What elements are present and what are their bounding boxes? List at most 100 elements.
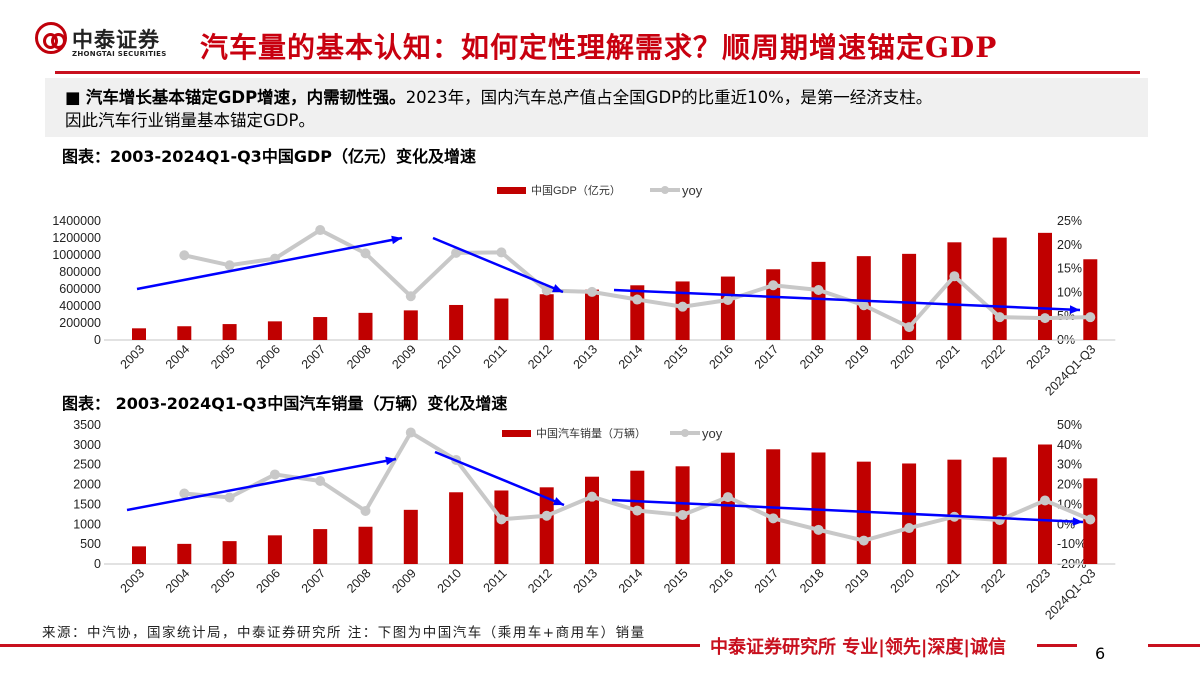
bar (222, 324, 237, 340)
yoy-point (496, 514, 507, 525)
yoy-point (722, 295, 733, 306)
yoy-point (632, 294, 643, 305)
yoy-point (949, 271, 960, 282)
legend-bar-swatch (497, 187, 526, 194)
trend-arrow (136, 236, 403, 291)
legend-line-marker (681, 429, 689, 437)
y-left-tick-label: 800000 (59, 265, 101, 279)
legend-bar-swatch (502, 430, 531, 437)
title-divider (55, 71, 1140, 74)
yoy-point (1085, 312, 1096, 323)
yoy-point (1085, 514, 1096, 525)
yoy-point (994, 515, 1005, 526)
summary-box: ■ 汽车增长基本锚定GDP增速，内需韧性强。2023年，国内汽车总产值占全国GD… (45, 78, 1148, 137)
trend-arrowhead-icon (391, 235, 402, 245)
yoy-point (813, 524, 824, 535)
y-left-tick-label: 1000 (73, 517, 101, 531)
bar (132, 546, 146, 564)
x-tick-label: 2012 (525, 566, 555, 596)
x-tick-label: 2022 (978, 566, 1008, 596)
yoy-point (722, 492, 733, 503)
x-tick-label: 2006 (253, 566, 283, 596)
bar (902, 253, 917, 340)
y-left-tick-label: 3500 (73, 418, 101, 432)
x-tick-label: 2009 (389, 566, 419, 596)
bar (539, 294, 554, 340)
yoy-point (858, 535, 869, 546)
yoy-point (632, 505, 643, 516)
x-tick-label: 2018 (797, 566, 827, 596)
x-tick-label: 2010 (435, 566, 465, 596)
bar (177, 543, 192, 564)
bar (811, 261, 826, 340)
bar (992, 457, 1007, 564)
yoy-point (360, 248, 371, 259)
bar (1038, 232, 1052, 340)
x-tick-label: 2004 (163, 566, 193, 596)
trend-arrow (432, 236, 564, 294)
bar (494, 298, 509, 340)
footer-rule-mid (1037, 644, 1077, 647)
y-left-tick-label: 2000 (73, 478, 101, 492)
yoy-point (315, 225, 326, 236)
x-tick-label: 2017 (752, 566, 782, 596)
bar (358, 526, 373, 564)
trend-arrow (126, 457, 397, 512)
y-right-tick-label: 30% (1057, 458, 1082, 472)
footer-rule-left (0, 644, 700, 647)
yoy-point (179, 250, 190, 261)
bar (313, 317, 328, 340)
y-left-tick-label: 1400000 (52, 214, 101, 228)
yoy-point (451, 247, 462, 258)
y-right-tick-label: 40% (1057, 438, 1082, 452)
y-left-tick-label: 0 (94, 557, 101, 571)
legend-bar-label: 中国汽车销量（万辆） (536, 426, 646, 440)
y-left-tick-label: 2500 (73, 458, 101, 472)
y-right-tick-label: -10% (1057, 537, 1086, 551)
y-right-tick-label: 0% (1057, 517, 1075, 531)
page-number: 6 (1095, 644, 1106, 663)
footer-rule-right (1148, 644, 1200, 647)
y-right-tick-label: 20% (1057, 238, 1082, 252)
yoy-point (179, 488, 190, 499)
bar (494, 490, 509, 564)
logo-text: 中泰证券 (72, 28, 160, 52)
y-right-tick-label: 50% (1057, 418, 1082, 432)
y-left-tick-label: 0 (94, 333, 101, 347)
yoy-point (405, 291, 416, 302)
legend-line-label: yoy (702, 426, 723, 441)
bar (539, 487, 554, 564)
legend-line-label: yoy (682, 183, 703, 198)
yoy-point (904, 322, 915, 333)
yoy-point (269, 469, 280, 480)
trend-arrow (613, 288, 1081, 312)
y-right-tick-label: 20% (1057, 478, 1082, 492)
trend-arrowhead-icon (552, 284, 563, 293)
bar (267, 321, 282, 340)
bar (403, 310, 418, 340)
x-tick-label: 2016 (706, 566, 736, 596)
yoy-point (904, 523, 915, 534)
bar (720, 452, 735, 564)
yoy-point (315, 475, 326, 486)
x-tick-label: 2021 (933, 566, 963, 596)
x-tick-label: 2014 (616, 566, 646, 596)
y-right-tick-label: 10% (1057, 285, 1082, 299)
page-title: 汽车量的基本认知：如何定性理解需求？顺周期增速锚定GDP (200, 31, 998, 64)
yoy-point (360, 505, 371, 516)
bar (132, 328, 146, 340)
bar (403, 509, 418, 564)
y-left-tick-label: 1200000 (52, 231, 101, 245)
yoy-point (224, 260, 235, 271)
legend-bar-label: 中国GDP（亿元） (531, 184, 621, 197)
logo-icon (35, 22, 67, 54)
summary-text-2: 因此汽车行业销量基本锚定GDP。 (65, 111, 315, 130)
x-tick-label: 2011 (481, 566, 510, 595)
x-tick-label: 2015 (661, 566, 691, 596)
bar (267, 535, 282, 564)
footer-slogan: 中泰证券研究所 专业|领先|深度|诚信 (710, 637, 1006, 658)
bar (177, 326, 192, 340)
bar (449, 492, 464, 564)
